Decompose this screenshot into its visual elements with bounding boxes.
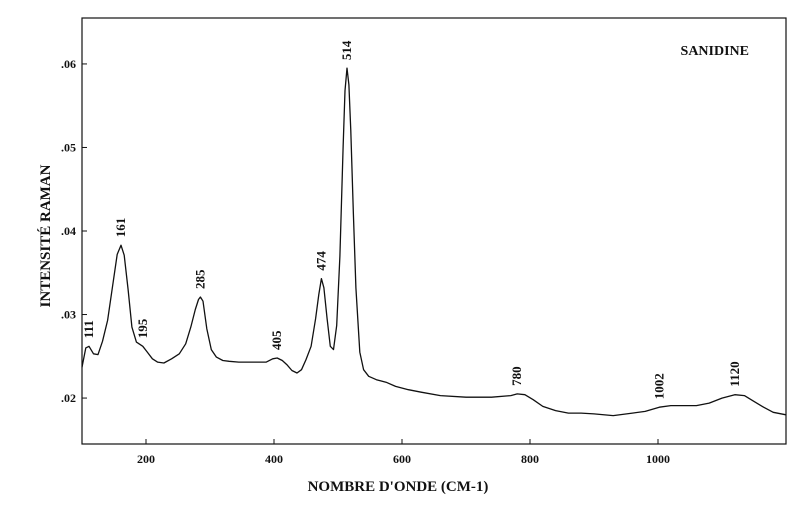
chart-title: SANIDINE <box>681 44 749 59</box>
peak-label: 1120 <box>727 361 742 386</box>
peak-label: 195 <box>135 318 150 338</box>
peak-label: 405 <box>269 330 284 350</box>
x-axis-title: NOMBRE D'ONDE (CM-1) <box>308 479 489 495</box>
x-axis-ticks: 200 400 600 800 1000 <box>137 439 670 466</box>
x-tick-label: 800 <box>521 452 539 466</box>
spectrum-line <box>81 67 787 417</box>
peak-label: 474 <box>313 251 328 271</box>
y-axis-ticks: .02 .03 .04 .05 .06 <box>61 57 87 405</box>
peak-label: 161 <box>113 218 128 238</box>
x-tick-label: 1000 <box>646 452 670 466</box>
x-tick-label: 400 <box>265 452 283 466</box>
peak-label: 514 <box>339 40 354 60</box>
peak-labels: 111 161 195 285 405 474 514 780 1002 1120 <box>81 40 742 399</box>
peak-label: 780 <box>509 366 524 386</box>
x-tick-label: 600 <box>393 452 411 466</box>
x-tick-label: 200 <box>137 452 155 466</box>
y-tick-label: .06 <box>61 57 76 71</box>
peak-label: 111 <box>81 320 96 338</box>
y-tick-label: .03 <box>61 308 76 322</box>
y-tick-label: .05 <box>61 140 76 154</box>
peak-label: 1002 <box>651 373 666 399</box>
y-tick-label: .04 <box>61 224 76 238</box>
peak-label: 285 <box>192 269 207 289</box>
y-tick-label: .02 <box>61 391 76 405</box>
plot-frame <box>81 17 787 445</box>
y-axis-title: INTENSITÉ RAMAN <box>37 164 54 307</box>
